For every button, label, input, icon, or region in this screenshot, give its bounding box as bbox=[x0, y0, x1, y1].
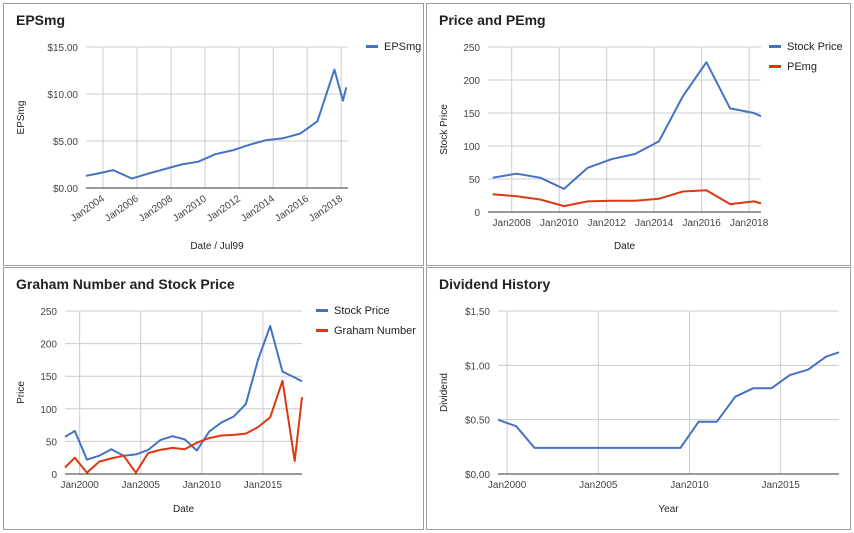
legend-label: Graham Number bbox=[334, 325, 416, 337]
x-tick-label: Jan2000 bbox=[60, 480, 99, 491]
x-axis-title: Date / Jul99 bbox=[190, 241, 244, 252]
legend-swatch bbox=[769, 65, 781, 68]
legend-swatch bbox=[769, 45, 781, 48]
x-tick-label: Jan2012 bbox=[205, 193, 243, 224]
chart-title: Price and PEmg bbox=[439, 12, 546, 28]
eps-panel: EPSmg $0.00 $5.00 $10.00 $15.00 Jan2004 Jan200… bbox=[3, 3, 424, 266]
y-tick-label: 0 bbox=[51, 470, 57, 481]
series-line-epsmg bbox=[85, 68, 348, 180]
y-axis-title: EPSmg bbox=[16, 101, 27, 135]
y-tick-label: $1.50 bbox=[465, 307, 490, 318]
eps-chart: EPSmg$0.00$5.00$10.00$15.00Jan2004Jan200… bbox=[16, 12, 421, 252]
x-tick-label: Jan2004 bbox=[69, 193, 107, 224]
x-tick-label: Jan2000 bbox=[488, 480, 527, 491]
y-axis-title: Stock Price bbox=[439, 104, 450, 155]
y-tick-label: $0.50 bbox=[465, 416, 490, 427]
y-axis-title: Dividend bbox=[439, 373, 450, 412]
x-axis-title: Year bbox=[658, 504, 679, 515]
y-tick-label: 250 bbox=[463, 43, 480, 54]
y-axis-title: Price bbox=[16, 381, 27, 404]
x-tick-label: Jan2005 bbox=[122, 480, 161, 491]
legend-label: Stock Price bbox=[334, 305, 390, 317]
y-tick-label: 200 bbox=[463, 76, 480, 87]
x-tick-label: Jan2018 bbox=[730, 218, 769, 229]
y-tick-label: $10.00 bbox=[47, 90, 78, 101]
series-line-dividend bbox=[497, 351, 840, 449]
y-tick-label: 150 bbox=[463, 109, 480, 120]
x-tick-label: Jan2016 bbox=[273, 193, 311, 224]
legend-swatch bbox=[366, 45, 378, 48]
y-tick-label: $15.00 bbox=[47, 43, 78, 54]
x-tick-label: Jan2006 bbox=[103, 193, 141, 224]
x-tick-label: Jan2008 bbox=[137, 193, 175, 224]
x-tick-label: Jan2010 bbox=[540, 218, 579, 229]
x-tick-label: Jan2015 bbox=[761, 480, 800, 491]
x-tick-label: Jan2010 bbox=[171, 193, 209, 224]
y-tick-label: 100 bbox=[40, 405, 57, 416]
x-tick-label: Jan2018 bbox=[307, 193, 345, 224]
x-tick-label: Jan2010 bbox=[670, 480, 709, 491]
x-axis-title: Date bbox=[614, 241, 636, 252]
series-line-pemg bbox=[492, 189, 762, 208]
legend-label: EPSmg bbox=[384, 41, 421, 53]
x-tick-label: Jan2015 bbox=[244, 480, 283, 491]
graham-chart: Graham Number and Stock Price 0 50 100 150 20… bbox=[16, 276, 416, 515]
legend-swatch bbox=[316, 309, 328, 312]
x-tick-label: Jan2008 bbox=[493, 218, 532, 229]
chart-title: Dividend History bbox=[439, 276, 550, 292]
y-tick-label: 50 bbox=[469, 175, 481, 186]
y-tick-label: $1.00 bbox=[465, 361, 490, 372]
y-tick-label: $0.00 bbox=[53, 184, 78, 195]
y-tick-label: 250 bbox=[40, 307, 57, 318]
chart-title: Graham Number and Stock Price bbox=[16, 276, 235, 292]
series-line-stock-price bbox=[64, 325, 303, 461]
y-tick-label: 0 bbox=[474, 208, 480, 219]
price-pe-chart: Price and PEmg 0 50 100 150 200 250 Jan2008 Jan2… bbox=[439, 12, 843, 252]
graham-panel: Graham Number and Stock Price 0 50 100 150 20… bbox=[3, 267, 424, 530]
x-tick-label: Jan2014 bbox=[239, 193, 277, 224]
y-tick-label: 100 bbox=[463, 142, 480, 153]
y-tick-label: $0.00 bbox=[465, 470, 490, 481]
x-tick-label: Jan2016 bbox=[682, 218, 721, 229]
y-tick-label: 150 bbox=[40, 372, 57, 383]
legend-label: Stock Price bbox=[787, 41, 843, 53]
legend-label: PEmg bbox=[787, 61, 817, 73]
y-tick-label: $5.00 bbox=[53, 137, 78, 148]
chart-title: EPSmg bbox=[16, 12, 65, 28]
legend-swatch bbox=[316, 329, 328, 332]
series-line-graham-number bbox=[64, 379, 303, 474]
x-tick-label: Jan2005 bbox=[579, 480, 618, 491]
x-tick-label: Jan2010 bbox=[183, 480, 222, 491]
x-tick-label: Jan2014 bbox=[635, 218, 674, 229]
dividend-chart: Dividend History $0.00 $0.50 $1.00 $1.50 Jan2… bbox=[439, 276, 840, 515]
dividend-panel: Dividend History $0.00 $0.50 $1.00 $1.50 Jan2… bbox=[426, 267, 851, 530]
x-axis-title: Date bbox=[173, 504, 195, 515]
y-tick-label: 200 bbox=[40, 340, 57, 351]
x-tick-label: Jan2012 bbox=[588, 218, 627, 229]
y-tick-label: 50 bbox=[46, 437, 58, 448]
price-pe-panel: Price and PEmg 0 50 100 150 200 250 Jan2008 Jan2… bbox=[426, 3, 851, 266]
series-line-stock-price bbox=[492, 61, 762, 190]
